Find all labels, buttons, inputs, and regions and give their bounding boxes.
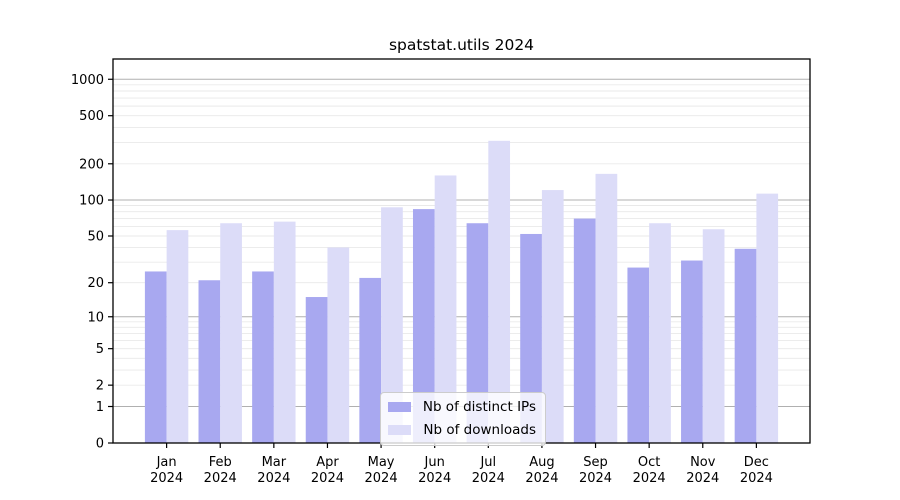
y-tick-label: 2 (96, 379, 104, 394)
x-tick-label-month: Nov (690, 455, 716, 470)
x-tick-label-month: Feb (209, 455, 232, 470)
legend-swatch-distinct-ips (387, 402, 411, 412)
bar-dec-downloads (756, 193, 779, 443)
bar-oct-downloads (649, 223, 671, 443)
y-tick-label: 1000 (71, 73, 104, 88)
x-tick-label-month: Apr (316, 455, 339, 470)
legend-swatch-downloads (388, 425, 412, 435)
bar-mar-downloads (273, 221, 296, 443)
bar-may-distinct-ips (359, 277, 382, 443)
x-tick-label-month: Oct (638, 455, 660, 470)
bar-aug-distinct-ips (520, 233, 542, 443)
bar-oct-distinct-ips (627, 267, 650, 443)
bar-dec-distinct-ips (734, 248, 757, 443)
x-tick-label-year: 2024 (579, 471, 612, 486)
chart-legend: Nb of distinct IPs Nb of downloads (380, 392, 546, 446)
legend-label-downloads: Nb of downloads (423, 422, 536, 438)
x-tick-label-month: Sep (583, 455, 608, 470)
chart-title: spatstat.utils 2024 (388, 36, 535, 54)
legend-item-distinct-ips: Nb of distinct IPs (387, 399, 536, 415)
bar-feb-downloads (220, 223, 242, 443)
y-tick-label: 1 (96, 400, 104, 415)
x-tick-label-year: 2024 (740, 471, 773, 486)
y-tick-label: 0 (96, 437, 104, 452)
x-tick-label-year: 2024 (365, 471, 398, 486)
x-tick-label-month: May (368, 455, 395, 470)
x-tick-label-month: Jan (156, 455, 177, 470)
x-tick-label-month: Mar (262, 455, 287, 470)
bar-sep-downloads (595, 173, 618, 443)
x-tick-label-month: Dec (744, 455, 769, 470)
x-tick-label-year: 2024 (204, 471, 237, 486)
y-tick-label: 100 (79, 194, 104, 209)
bar-mar-distinct-ips (252, 271, 274, 443)
bar-apr-downloads (327, 247, 350, 443)
bar-jan-distinct-ips (144, 271, 167, 443)
bar-may-downloads (381, 207, 403, 443)
x-tick-label-year: 2024 (311, 471, 344, 486)
x-tick-label-month: Jul (479, 455, 496, 470)
x-tick-label-year: 2024 (418, 471, 451, 486)
x-tick-label-year: 2024 (633, 471, 666, 486)
legend-item-downloads: Nb of downloads (387, 422, 536, 438)
bar-apr-distinct-ips (305, 297, 328, 443)
y-tick-label: 10 (87, 310, 104, 325)
x-tick-label-year: 2024 (150, 471, 183, 486)
y-tick-label: 500 (79, 109, 104, 124)
x-tick-label-year: 2024 (686, 471, 719, 486)
x-tick-label-year: 2024 (257, 471, 290, 486)
y-tick-label: 20 (87, 276, 104, 291)
bar-sep-distinct-ips (573, 218, 596, 443)
bar-jun-distinct-ips (412, 209, 435, 443)
bar-aug-downloads (541, 190, 564, 443)
x-tick-label-month: Aug (529, 455, 554, 470)
bar-jan-downloads (166, 230, 189, 443)
y-tick-label: 50 (87, 229, 104, 244)
y-tick-label: 5 (96, 342, 104, 357)
bar-nov-downloads (702, 229, 725, 443)
x-tick-label-year: 2024 (472, 471, 505, 486)
bar-jul-distinct-ips (466, 223, 489, 443)
bar-nov-distinct-ips (681, 260, 703, 443)
bar-feb-distinct-ips (198, 280, 221, 443)
legend-label-distinct-ips: Nb of distinct IPs (422, 399, 536, 415)
x-tick-label-year: 2024 (525, 471, 558, 486)
bar-jul-downloads (488, 140, 511, 443)
bar-jun-downloads (434, 175, 457, 443)
y-tick-label: 200 (79, 157, 104, 172)
x-tick-label-month: Jun (424, 455, 445, 470)
